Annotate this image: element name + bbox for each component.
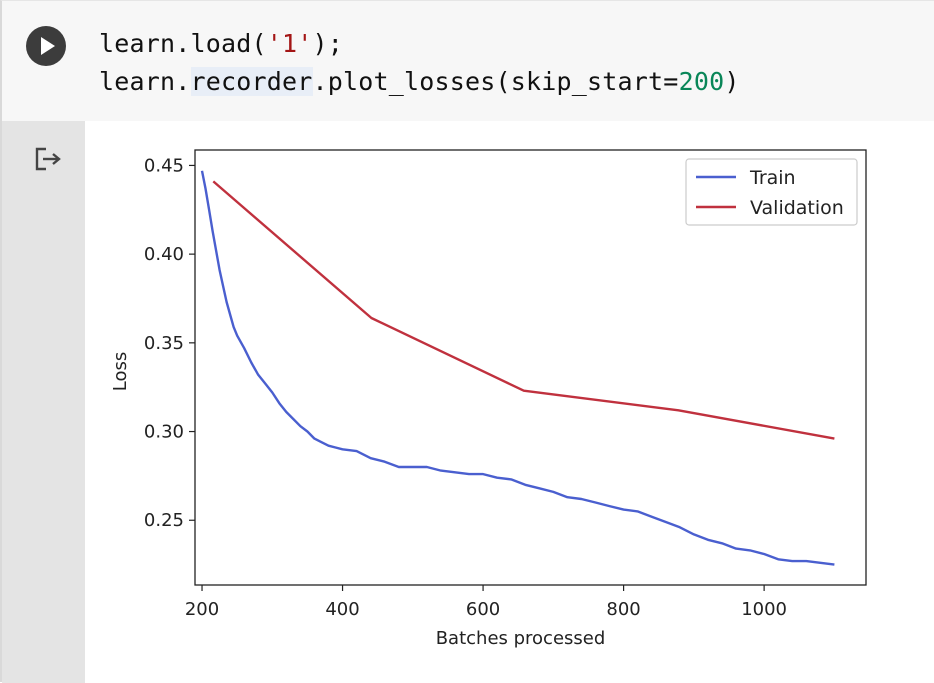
code-line-2[interactable]: learn.recorder.plot_losses(skip_start=20… [99, 67, 740, 96]
plot-frame [194, 149, 867, 586]
code-token: learn. [99, 67, 191, 96]
y-tick-label: 0.45 [144, 155, 184, 176]
series-line-validation [212, 180, 835, 440]
legend-label: Validation [750, 197, 844, 219]
code-token: ) [724, 67, 740, 96]
y-tick-label: 0.40 [144, 244, 184, 265]
y-tick-label: 0.35 [144, 333, 184, 354]
x-tick-label: 800 [606, 599, 640, 620]
output-redirect-icon[interactable] [34, 146, 64, 176]
code-string-token: '1' [266, 29, 313, 58]
run-cell-button[interactable] [26, 26, 66, 66]
legend-label: Train [749, 167, 796, 189]
code-token: .plot_losses(skip_start= [312, 67, 679, 96]
code-number-token: 200 [678, 67, 725, 96]
code-highlighted-token: recorder [190, 67, 313, 96]
x-axis-label: Batches processed [436, 628, 606, 649]
code-token: learn.load( [99, 29, 267, 58]
series-line-train [200, 170, 835, 566]
x-tick-label: 600 [466, 599, 500, 620]
x-tick-label: 200 [185, 599, 219, 620]
y-tick-label: 0.25 [144, 510, 184, 531]
code-input-area[interactable]: learn.load('1'); learn.recorder.plot_los… [2, 1, 934, 121]
y-axis-label: Loss [110, 352, 131, 391]
legend-box [685, 158, 858, 226]
y-tick-label: 0.30 [144, 422, 184, 443]
x-tick-label: 1000 [741, 599, 787, 620]
x-tick-label: 400 [325, 599, 359, 620]
code-token: ); [312, 29, 344, 58]
play-icon [41, 37, 55, 55]
code-line-1[interactable]: learn.load('1'); [99, 29, 343, 58]
output-area: 200 400 600 800 1000 0.25 0.30 0.35 0.40 0.45 Batc… [85, 121, 934, 683]
output-gutter [2, 121, 85, 683]
loss-chart: 200 400 600 800 1000 0.25 0.30 0.35 0.40 0.45 Batc… [110, 149, 867, 649]
